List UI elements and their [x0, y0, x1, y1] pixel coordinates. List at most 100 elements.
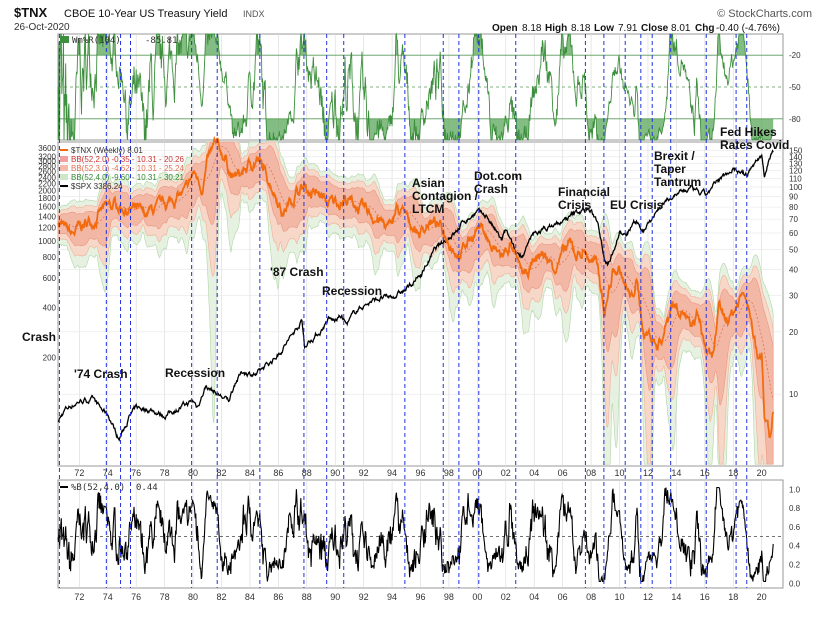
willr-tick-label: -20 [789, 51, 801, 60]
x-tick-label-main: 98 [444, 468, 454, 478]
x-tick-label-main: 08 [586, 468, 596, 478]
willr-value: -85.81 [145, 36, 178, 46]
annotation-dotcom-crash: Dot.com Crash [474, 169, 525, 196]
left-axis-tick-label: 2800 [38, 162, 56, 171]
annotation-crash: Crash [22, 330, 56, 344]
x-tick-label-bottom: 88 [302, 592, 312, 602]
percentb-tick-label: 0.8 [789, 504, 801, 513]
x-tick-label-main: 04 [529, 468, 539, 478]
x-tick-label-bottom: 86 [273, 592, 283, 602]
left-axis-tick-label: 2000 [38, 186, 56, 195]
percentb-tick-label: 0.4 [789, 542, 801, 551]
bollinger-bands-layer [57, 141, 774, 465]
x-tick-label-main: 92 [359, 468, 369, 478]
open-label: Open [492, 23, 518, 34]
series-layer [57, 135, 775, 442]
x-tick-label-main: 06 [558, 468, 568, 478]
percentb-layer [57, 486, 783, 582]
right-axis-tick-label: 70 [789, 215, 798, 224]
left-axis-tick-label: 1800 [38, 194, 56, 203]
x-tick-label-main: 72 [74, 468, 84, 478]
left-axis-tick-label: 2600 [38, 167, 56, 176]
willr-title: Wm%R(104) -85.81 [60, 36, 178, 46]
bollinger-band-2sd [57, 141, 774, 465]
right-axis-tick-label: 80 [789, 203, 798, 212]
bollinger-middle-band [57, 146, 774, 401]
x-tick-label-bottom: 14 [671, 592, 681, 602]
x-tick-label-main: 86 [273, 468, 283, 478]
high-label: High [545, 23, 567, 34]
x-tick-label-main: 90 [330, 468, 340, 478]
x-tick-label-main: 82 [216, 468, 226, 478]
right-axis-tick-label: 150 [789, 147, 803, 156]
x-tick-label-main: 76 [131, 468, 141, 478]
x-tick-label-main: 80 [188, 468, 198, 478]
right-axis-tick-label: 60 [789, 229, 798, 238]
x-tick-label-bottom: 08 [586, 592, 596, 602]
annotation-financial-crisis: Financial Crisis [558, 185, 613, 212]
x-tick-label-bottom: 84 [245, 592, 255, 602]
exchange: INDX [243, 9, 265, 19]
legend-spx: $SPX 3386.24 [71, 182, 123, 191]
axis-layer: -20-50-801501401301201101009080706050403… [38, 51, 803, 602]
left-axis-tick-label: 1400 [38, 212, 56, 221]
x-tick-label-bottom: 78 [160, 592, 170, 602]
legend-swatch-bb2 [60, 156, 68, 162]
tnx-line [57, 135, 775, 439]
x-tick-label-main: 74 [103, 468, 113, 478]
close-value: 8.01 [671, 23, 691, 34]
right-axis-tick-label: 110 [789, 174, 802, 183]
willr-layer [57, 32, 783, 142]
left-axis-tick-label: 200 [43, 354, 57, 363]
watermark: © StockCharts.com [717, 8, 812, 20]
right-axis-tick-label: 20 [789, 328, 798, 337]
percentb-value: 0.44 [136, 483, 158, 493]
x-tick-label-main: 84 [245, 468, 255, 478]
x-tick-label-bottom: 74 [103, 592, 113, 602]
high-value: 8.18 [571, 23, 591, 34]
left-axis-tick-label: 800 [43, 253, 57, 262]
legend-swatch-bb3 [60, 165, 68, 171]
left-axis-tick-label: 1600 [38, 203, 56, 212]
x-tick-label-bottom: 72 [74, 592, 84, 602]
spx-line [57, 149, 774, 442]
legend-bb3: BB(52,3.0) -4.62 - 10.31 - 25.24 [71, 164, 185, 173]
left-axis-tick-label: 2400 [38, 173, 56, 182]
x-tick-label-bottom: 76 [131, 592, 141, 602]
left-axis-tick-label: 3600 [38, 144, 56, 153]
right-axis-tick-label: 40 [789, 265, 798, 274]
annotation-brexit-taper: Brexit / Taper Tantrum [654, 149, 701, 189]
chart-header: $TNX CBOE 10-Year US Treasury Yield INDX… [14, 5, 812, 34]
x-tick-label-main: 94 [387, 468, 397, 478]
open-value: 8.18 [522, 23, 542, 34]
right-axis-tick-label: 90 [789, 193, 798, 202]
percentb-line [57, 486, 774, 582]
low-value: 7.91 [618, 23, 638, 34]
x-tick-label-bottom: 94 [387, 592, 397, 602]
percentb-tick-label: 1.0 [789, 485, 801, 494]
x-tick-label-bottom: 90 [330, 592, 340, 602]
left-axis-tick-label: 1200 [38, 224, 56, 233]
x-tick-label-main: 10 [615, 468, 625, 478]
ohlc-readout: Open 8.18 High 8.18 Low 7.91 Close 8.01 … [492, 23, 780, 34]
x-tick-label-main: 88 [302, 468, 312, 478]
legend-bb2: BB(52,2.0) -0.35 - 10.31 - 20.26 [71, 155, 185, 164]
low-label: Low [594, 23, 614, 34]
x-tick-label-main: 12 [643, 468, 653, 478]
x-tick-label-main: 16 [700, 468, 710, 478]
annotation-fed-hikes: Fed Hikes Rates [720, 125, 780, 152]
willr-line [57, 32, 774, 142]
x-tick-label-bottom: 06 [558, 592, 568, 602]
right-axis-tick-label: 100 [789, 183, 803, 192]
left-axis-tick-label: 2200 [38, 180, 56, 189]
x-tick-label-main: 02 [501, 468, 511, 478]
x-tick-label-bottom: 80 [188, 592, 198, 602]
x-tick-label-bottom: 12 [643, 592, 653, 602]
x-tick-label-bottom: 04 [529, 592, 539, 602]
annotation-74-crash: '74 Crash [74, 367, 128, 381]
percentb-tick-label: 0.2 [789, 561, 801, 570]
left-axis-tick-label: 400 [43, 303, 57, 312]
right-axis-tick-label: 120 [789, 167, 803, 176]
percentb-label: %B(52,4.0) [71, 483, 125, 493]
x-tick-label-main: 96 [415, 468, 425, 478]
